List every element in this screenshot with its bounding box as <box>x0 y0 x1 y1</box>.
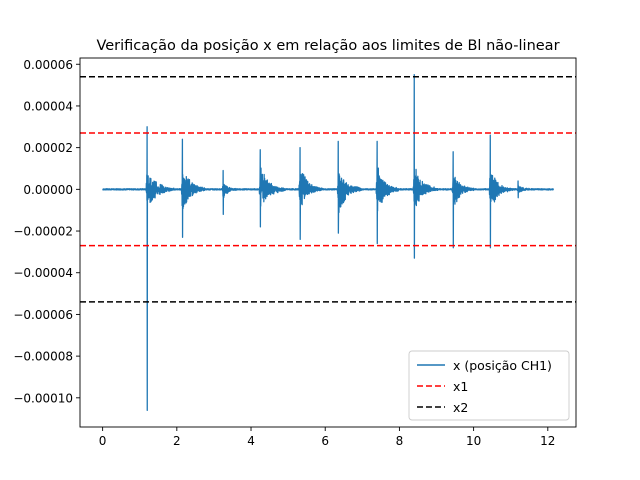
x-tick-label: 2 <box>173 434 181 448</box>
y-tick-label: 0.00000 <box>23 183 73 197</box>
y-tick-label: −0.00006 <box>13 308 73 322</box>
x-tick-label: 8 <box>396 434 404 448</box>
y-tick-label: −0.00010 <box>13 391 73 405</box>
y-axis-ticks: −0.00010 −0.00008 −0.00006 −0.00004 −0.00002… <box>13 58 80 405</box>
y-tick-label: −0.00002 <box>13 225 73 239</box>
legend-label-series-1: x1 <box>453 379 468 394</box>
x-tick-label: 6 <box>321 434 329 448</box>
x-tick-label: 12 <box>540 434 555 448</box>
legend: x (posição CH1) x1 x2 <box>408 350 570 421</box>
legend-box <box>408 350 570 421</box>
reference-lines <box>80 76 576 303</box>
series-x-posicao-ch1-line <box>102 74 554 411</box>
x-axis-ticks: 0 2 4 6 8 10 12 <box>99 427 555 448</box>
y-tick-label: −0.00008 <box>13 350 73 364</box>
x-tick-label: 0 <box>99 434 107 448</box>
y-tick-label: −0.00004 <box>13 266 73 280</box>
plot-area <box>102 74 554 411</box>
legend-label-series-2: x2 <box>453 400 468 415</box>
y-tick-label: 0.00006 <box>23 58 73 72</box>
y-tick-label: 0.00002 <box>23 141 73 155</box>
chart-title: Verificação da posição x em relação aos … <box>96 38 559 54</box>
plot-frame <box>79 57 577 428</box>
x-tick-label: 4 <box>247 434 255 448</box>
legend-label-series-0: x (posição CH1) <box>453 358 552 373</box>
x-tick-label: 10 <box>466 434 481 448</box>
y-tick-label: 0.00004 <box>23 99 73 113</box>
